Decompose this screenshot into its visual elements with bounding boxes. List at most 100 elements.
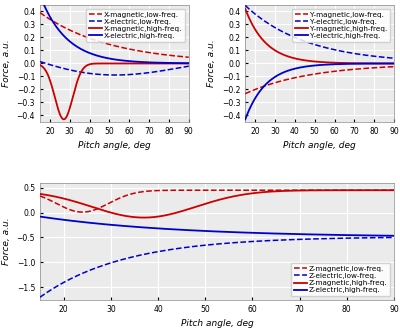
X-magnetic,high-freq. (38, 63, 42, 67)
X-magnetic,high-freq. (186, 62, 191, 66)
X-magnetic,high-freq. (140, 62, 145, 66)
X-magnetic,low-freq. (154, 52, 158, 56)
X-magnetic,high-freq. (154, 62, 158, 66)
X-magnetic,low-freq. (53, 20, 58, 24)
Z-magnetic,low-freq. (314, 188, 319, 192)
Z-magnetic,low-freq. (38, 194, 42, 198)
Z-electric,high-freq. (281, 232, 286, 236)
Y-axis label: Force, a.u.: Force, a.u. (2, 217, 11, 265)
Line: Y-magnetic,low-freq.: Y-magnetic,low-freq. (245, 67, 394, 94)
X-magnetic,high-freq. (156, 62, 161, 66)
Z-magnetic,high-freq. (142, 215, 146, 219)
Line: X-electric,low-freq.: X-electric,low-freq. (40, 62, 189, 75)
Z-magnetic,high-freq. (194, 205, 199, 209)
X-electric,low-freq. (140, 72, 145, 76)
Y-electric,low-freq. (392, 56, 396, 60)
Z-electric,high-freq. (392, 234, 396, 238)
Y-electric,high-freq. (362, 62, 366, 66)
Line: X-magnetic,high-freq.: X-magnetic,high-freq. (40, 64, 189, 119)
Z-electric,low-freq. (181, 246, 186, 250)
Line: Y-electric,high-freq.: Y-electric,high-freq. (245, 64, 394, 119)
Z-magnetic,high-freq. (314, 188, 319, 192)
X-magnetic,high-freq. (53, 97, 58, 101)
Z-electric,low-freq. (38, 295, 42, 299)
Z-electric,low-freq. (74, 274, 78, 278)
X-magnetic,low-freq. (140, 50, 144, 54)
Z-electric,low-freq. (194, 244, 198, 248)
Z-electric,high-freq. (38, 214, 42, 218)
Legend: Z-magnetic,low-freq., Z-electric,low-freq., Z-magnetic,high-freq., Z-electric,hi: Z-magnetic,low-freq., Z-electric,low-fre… (291, 263, 390, 296)
Z-electric,high-freq. (320, 233, 325, 237)
Y-magnetic,low-freq. (258, 86, 263, 90)
Z-magnetic,low-freq. (74, 209, 78, 213)
Line: Y-magnetic,high-freq.: Y-magnetic,high-freq. (245, 9, 394, 63)
Line: Y-electric,low-freq.: Y-electric,low-freq. (245, 6, 394, 58)
X-electric,low-freq. (186, 64, 191, 68)
Z-magnetic,low-freq. (281, 188, 286, 192)
Y-magnetic,low-freq. (303, 74, 308, 78)
Line: X-magnetic,low-freq.: X-magnetic,low-freq. (40, 13, 189, 57)
Legend: X-magnetic,low-freq., X-electric,low-freq., X-magnetic,high-freq., X-electric,hi: X-magnetic,low-freq., X-electric,low-fre… (86, 9, 185, 42)
Line: Z-magnetic,low-freq.: Z-magnetic,low-freq. (40, 190, 394, 212)
Y-magnetic,low-freq. (308, 73, 313, 77)
X-magnetic,low-freq. (98, 40, 102, 44)
Z-magnetic,low-freq. (392, 188, 396, 192)
X-magnetic,low-freq. (186, 55, 191, 59)
X-axis label: Pitch angle, deg: Pitch angle, deg (181, 319, 253, 328)
X-magnetic,low-freq. (103, 41, 108, 45)
X-magnetic,low-freq. (38, 11, 42, 15)
Y-magnetic,low-freq. (359, 67, 364, 71)
X-electric,low-freq. (156, 69, 161, 73)
X-electric,high-freq. (140, 60, 144, 64)
Z-magnetic,low-freq. (181, 188, 186, 192)
Z-electric,low-freq. (314, 237, 318, 241)
X-electric,low-freq. (38, 60, 42, 64)
Y-axis label: Force, a.u.: Force, a.u. (2, 40, 11, 87)
Z-magnetic,low-freq. (321, 188, 326, 192)
Z-electric,high-freq. (314, 232, 318, 236)
Y-magnetic,high-freq. (362, 61, 366, 65)
X-electric,low-freq. (53, 64, 58, 68)
Y-electric,low-freq. (243, 4, 248, 8)
Z-magnetic,high-freq. (320, 188, 325, 192)
Z-electric,low-freq. (320, 237, 325, 241)
Y-magnetic,high-freq. (258, 35, 263, 39)
X-magnetic,high-freq. (98, 62, 103, 66)
Z-magnetic,low-freq. (80, 210, 85, 214)
Y-electric,high-freq. (359, 62, 364, 66)
Y-magnetic,low-freq. (392, 65, 396, 69)
Y-magnetic,high-freq. (345, 61, 350, 65)
Z-magnetic,high-freq. (74, 200, 78, 204)
Z-electric,low-freq. (281, 238, 286, 242)
Y-electric,low-freq. (258, 16, 263, 20)
Y-electric,high-freq. (345, 62, 350, 66)
X-electric,high-freq. (154, 61, 158, 65)
X-magnetic,high-freq. (103, 62, 108, 66)
Z-magnetic,high-freq. (392, 188, 396, 192)
X-axis label: Pitch angle, deg: Pitch angle, deg (78, 141, 151, 151)
Y-magnetic,high-freq. (303, 58, 308, 62)
Y-magnetic,low-freq. (345, 68, 350, 72)
Legend: Y-magnetic,low-freq., Y-electric,low-freq., Y-magnetic,high-freq., Y-electric,hi: Y-magnetic,low-freq., Y-electric,low-fre… (292, 9, 390, 42)
Y-electric,high-freq. (308, 64, 313, 68)
Z-electric,low-freq. (392, 235, 396, 239)
Y-electric,high-freq. (392, 62, 396, 66)
X-electric,high-freq. (156, 61, 161, 65)
Y-magnetic,low-freq. (362, 67, 366, 71)
Z-magnetic,high-freq. (281, 189, 286, 193)
X-magnetic,low-freq. (156, 52, 161, 56)
Y-electric,low-freq. (359, 53, 364, 57)
Y-axis label: Force, a.u.: Force, a.u. (207, 40, 216, 87)
Y-electric,high-freq. (303, 65, 308, 69)
Z-magnetic,high-freq. (38, 192, 42, 196)
Z-magnetic,low-freq. (304, 188, 309, 192)
X-axis label: Pitch angle, deg: Pitch angle, deg (283, 141, 356, 151)
Line: Z-electric,low-freq.: Z-electric,low-freq. (40, 237, 394, 297)
X-magnetic,high-freq. (62, 117, 66, 121)
Y-electric,low-freq. (362, 53, 366, 57)
Y-magnetic,high-freq. (243, 7, 248, 11)
Y-magnetic,high-freq. (308, 59, 313, 63)
Z-magnetic,low-freq. (194, 188, 199, 192)
X-electric,low-freq. (103, 73, 108, 77)
Z-magnetic,high-freq. (181, 209, 186, 213)
